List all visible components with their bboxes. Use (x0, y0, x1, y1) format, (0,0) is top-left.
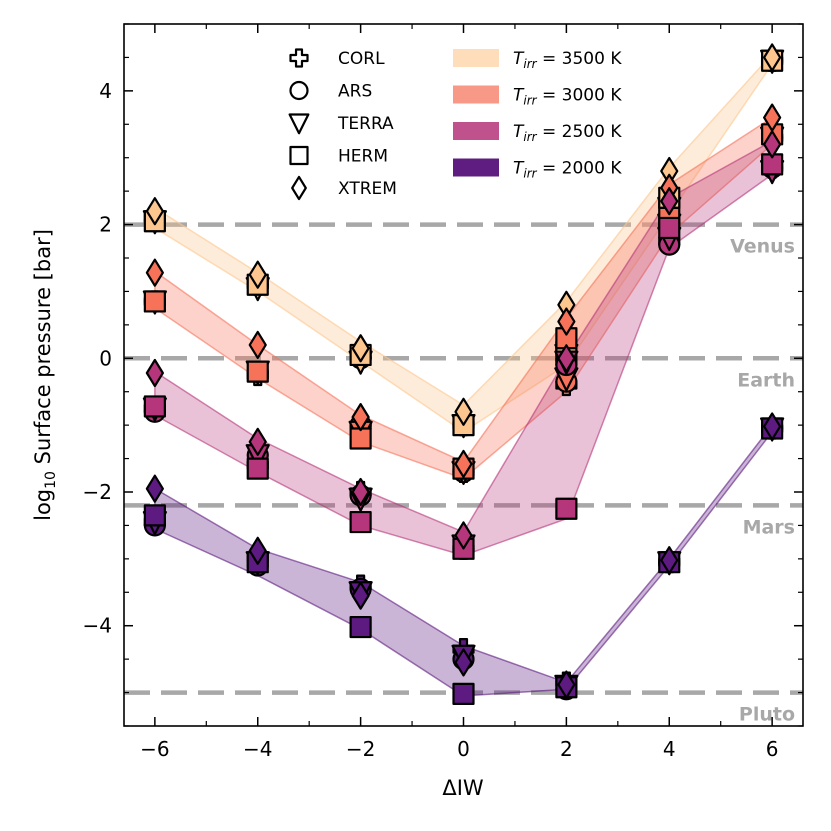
marker-xtrem-t-irr-2500-k-x0 (454, 521, 473, 550)
reference-labels: Venus Earth Mars Pluto (730, 236, 795, 726)
ref-label-earth: Earth (737, 369, 795, 391)
marker-xtrem-t-irr-3000-k-x-4 (248, 330, 267, 360)
legend-temp-subscript: irr (523, 167, 537, 181)
ref-label-mars: Mars (743, 516, 795, 538)
marker-herm-t-irr-2500-k-x-6 (143, 395, 166, 418)
legend-temp-subscript: irr (523, 94, 537, 108)
y-tick-label: 4 (99, 79, 112, 103)
legend-label-ars: ARS (338, 82, 372, 102)
legend-temp-value: = 2500 K (537, 122, 623, 142)
marker-xtrem-t-irr-3500-k-x-6 (145, 197, 164, 226)
x-tick-label: 4 (663, 737, 676, 761)
marker-xtrem-t-irr-2500-k-x-6 (145, 358, 164, 388)
x-tick-label: −6 (140, 737, 169, 761)
marker-herm-t-irr-2000-k-x-6 (143, 504, 166, 527)
legend-label-xtrem: XTREM (338, 179, 397, 199)
legend-temp-value: = 2000 K (537, 159, 623, 179)
marker-xtrem-t-irr-3500-k-x-2 (351, 334, 370, 363)
marker-xtrem-t-irr-2000-k-x-2 (351, 581, 370, 610)
marker-xtrem-t-irr-2000-k-x-4 (248, 536, 267, 565)
legend-swatch-2 (453, 85, 499, 104)
marker-xtrem-t-irr-2500-k-x-4 (248, 427, 267, 456)
marker-herm-t-irr-3000-k-x-6 (143, 290, 166, 313)
marker-herm-t-irr-3000-k-x-2 (349, 427, 372, 450)
marker-herm-t-irr-2000-k-x0 (452, 682, 475, 706)
marker-xtrem-t-irr-2500-k-x6 (763, 130, 782, 159)
legend-label-temp-3: Tirr = 2500 K (513, 122, 622, 144)
legend-marker-corl (289, 48, 309, 68)
marker-xtrem-t-irr-2000-k-x4 (660, 546, 679, 575)
x-tick-label: −4 (243, 737, 272, 761)
legend-label-temp-4: Tirr = 2000 K (513, 159, 622, 181)
legend-temp-value: = 3000 K (537, 86, 623, 106)
marker-herm-t-irr-3000-k-x-4 (246, 360, 269, 383)
legend-label-corl: CORL (338, 49, 385, 69)
marker-herm-t-irr-2000-k-x-2 (349, 615, 372, 639)
legend-temp-symbol: T (513, 122, 525, 142)
y-axis-label-subscript: 10 (43, 471, 59, 489)
marker-xtrem-t-irr-3500-k-x0 (454, 397, 473, 426)
x-tick-label: 6 (766, 737, 779, 761)
marker-xtrem-t-irr-2000-k-x0 (454, 648, 473, 677)
marker-xtrem-t-irr-3000-k-x2 (557, 307, 576, 336)
legend-label-herm: HERM (338, 147, 388, 167)
legend-temp-subscript: irr (523, 130, 537, 144)
model-markers (142, 43, 785, 706)
legend-temp-symbol: T (513, 86, 525, 106)
marker-xtrem-t-irr-2000-k-x-6 (145, 474, 164, 503)
marker-herm-t-irr-2500-k-x2 (555, 497, 578, 520)
x-tick-label: −2 (346, 737, 375, 761)
y-tick-label: −2 (83, 480, 112, 504)
legend-swatch-3 (453, 122, 499, 140)
marker-xtrem-t-irr-3000-k-x-2 (351, 403, 370, 432)
ref-label-pluto: Pluto (739, 704, 795, 726)
axis-ticks: −6 −4 −2 0 2 4 6 −4 −2 0 2 4 (83, 23, 803, 761)
y-axis-label-text: Surface pressure [bar] (31, 229, 55, 471)
marker-xtrem-t-irr-3000-k-x0 (454, 449, 473, 479)
legend-marker-ars (289, 80, 309, 101)
y-tick-label: 2 (99, 213, 112, 237)
marker-herm-t-irr-2500-k-x4 (658, 216, 681, 240)
y-axis-label-log: log (31, 489, 55, 521)
marker-xtrem-t-irr-2500-k-x2 (557, 344, 576, 373)
marker-xtrem-t-irr-3000-k-x-6 (145, 258, 164, 287)
legend-label-temp-1: Tirr = 3500 K (513, 49, 622, 71)
y-tick-label: −4 (83, 614, 112, 638)
marker-xtrem-t-irr-2000-k-x6 (763, 412, 782, 441)
marker-xtrem-t-irr-3500-k-x-4 (248, 260, 267, 289)
legend-label-temp-2: Tirr = 3000 K (513, 86, 622, 108)
y-tick-label: 0 (99, 346, 112, 370)
y-axis-label: log10 Surface pressure [bar] (31, 229, 59, 521)
legend-label-terra: TERRA (337, 114, 394, 134)
legend-marker-xtrem (291, 175, 307, 201)
x-tick-label: 0 (457, 737, 470, 761)
legend-temp-subscript: irr (523, 57, 537, 71)
x-axis-label: ΔIW (442, 776, 484, 800)
marker-xtrem-t-irr-2500-k-x4 (660, 187, 679, 216)
marker-herm-t-irr-2500-k-x-4 (246, 457, 269, 480)
legend-temp-value: = 3500 K (537, 49, 623, 69)
legend-marker-herm (289, 145, 309, 166)
legend-temp-symbol: T (513, 159, 525, 179)
marker-xtrem-t-irr-3500-k-x6 (763, 43, 782, 72)
legend-marker-terra (288, 113, 310, 135)
marker-herm-t-irr-2500-k-x-2 (349, 510, 372, 534)
legend-temp-symbol: T (513, 49, 525, 69)
ref-label-venus: Venus (730, 236, 795, 258)
marker-xtrem-t-irr-2500-k-x-2 (351, 477, 370, 507)
x-tick-label: 2 (560, 737, 573, 761)
legend-swatch-1 (453, 49, 499, 67)
legend-swatch-4 (453, 158, 499, 177)
marker-xtrem-t-irr-2000-k-x2 (557, 670, 576, 699)
